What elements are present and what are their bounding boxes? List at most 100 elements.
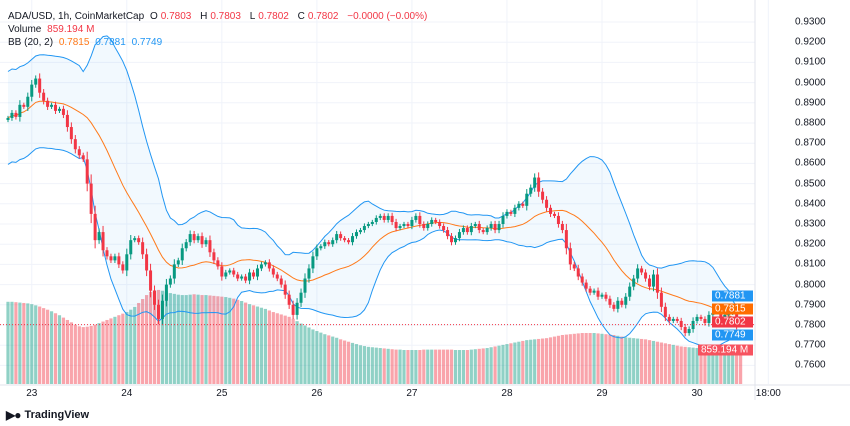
volume-bar — [49, 311, 54, 384]
volume-bar — [346, 341, 351, 384]
volume-bar — [457, 350, 462, 384]
volume-bar — [109, 318, 113, 384]
volume-bar — [46, 309, 50, 384]
volume-bar — [493, 346, 497, 384]
volume-bar — [192, 294, 196, 384]
candle-body — [386, 215, 390, 220]
candle-body — [93, 213, 97, 241]
candle-body — [628, 286, 632, 297]
volume-bar — [307, 327, 311, 384]
candle-body — [156, 304, 160, 319]
candle-body — [521, 203, 525, 206]
candle-body — [224, 272, 228, 277]
volume-value: 859.194 M — [47, 24, 95, 35]
candle-body — [339, 234, 343, 239]
volume-bar — [663, 343, 667, 384]
volume-bar — [113, 316, 117, 384]
candle-body — [485, 228, 489, 233]
volume-bar — [541, 338, 545, 384]
volume-bar — [588, 333, 592, 384]
volume-bar — [438, 349, 442, 384]
candle-body — [101, 232, 105, 251]
candle-body — [212, 252, 216, 261]
y-tick-label: 0.8200 — [795, 238, 826, 250]
candle-body — [414, 215, 418, 220]
candle-body — [378, 215, 382, 218]
volume-bar — [303, 325, 307, 384]
volume-bar — [580, 333, 584, 384]
volume-bar — [533, 339, 537, 384]
bb-basis-price-label: 0.7815 — [712, 303, 753, 315]
volume-bar — [434, 349, 438, 384]
candle-body — [552, 213, 556, 216]
candle-body — [109, 256, 113, 261]
candle-body — [450, 236, 454, 243]
legend-volume: Volume 859.194 M — [8, 24, 97, 35]
volume-bar — [240, 300, 244, 384]
volume-bar — [564, 334, 568, 384]
volume-bar — [331, 336, 335, 384]
volume-bar — [537, 338, 541, 384]
candle-body — [168, 278, 172, 285]
volume-bar — [386, 348, 390, 384]
candle-body — [446, 230, 450, 237]
candle-body — [259, 264, 263, 269]
tradingview-logo[interactable]: ▶● TradingView — [6, 408, 89, 422]
candle-body — [469, 226, 473, 233]
volume-bar — [521, 340, 525, 384]
candle-body — [644, 272, 648, 279]
candle-body — [34, 78, 38, 85]
candle-body — [640, 268, 644, 273]
x-tick-label: 28 — [501, 388, 513, 399]
volume-bar — [735, 350, 739, 384]
volume-bar — [723, 349, 727, 384]
y-tick-label: 0.8500 — [795, 178, 826, 190]
volume-bar — [129, 309, 133, 384]
volume-bar — [30, 304, 34, 384]
candle-body — [228, 270, 232, 273]
candle-body — [600, 294, 604, 297]
volume-bar — [299, 323, 303, 384]
volume-bar — [212, 295, 216, 384]
volume-bar — [315, 331, 319, 384]
volume-bar — [204, 295, 208, 384]
candle-body — [291, 304, 295, 315]
candle-body — [636, 268, 640, 279]
volume-bar — [358, 345, 363, 384]
x-tick-label: 27 — [406, 388, 418, 399]
volume-bar — [632, 338, 636, 384]
candle-body — [188, 234, 192, 243]
volume-bar — [378, 348, 382, 384]
volume-bar — [382, 348, 386, 384]
y-tick-label: 0.8000 — [795, 279, 826, 291]
candle-body — [149, 270, 153, 291]
volume-bar — [69, 322, 73, 384]
candle-body — [501, 215, 505, 224]
candle-body — [608, 298, 612, 305]
legend-symbol: ADA/USD, 1h, CoinMarketCap — [8, 11, 145, 22]
volume-bar — [6, 301, 10, 384]
bb-basis-line — [7, 100, 741, 321]
volume-bar — [42, 308, 46, 384]
candle-body — [153, 290, 157, 305]
volume-bar — [232, 298, 236, 384]
volume-bar — [168, 293, 172, 384]
volume-bar — [267, 310, 271, 384]
candle-body — [473, 224, 477, 227]
candle-body — [402, 224, 406, 227]
candle-body — [584, 282, 588, 289]
candle-body — [556, 215, 560, 224]
volume-bar — [671, 344, 675, 384]
candle-body — [69, 127, 73, 140]
candle-body — [612, 304, 616, 309]
candle-body — [22, 104, 26, 107]
bb-label: BB (20, 2) — [8, 37, 54, 48]
volume-bar — [244, 302, 248, 384]
candle-body — [430, 219, 434, 224]
volume-bar — [509, 343, 513, 384]
volume-bar — [148, 291, 153, 384]
volume-bar — [101, 321, 105, 384]
candle-body — [549, 207, 553, 214]
candle-body — [703, 318, 707, 323]
